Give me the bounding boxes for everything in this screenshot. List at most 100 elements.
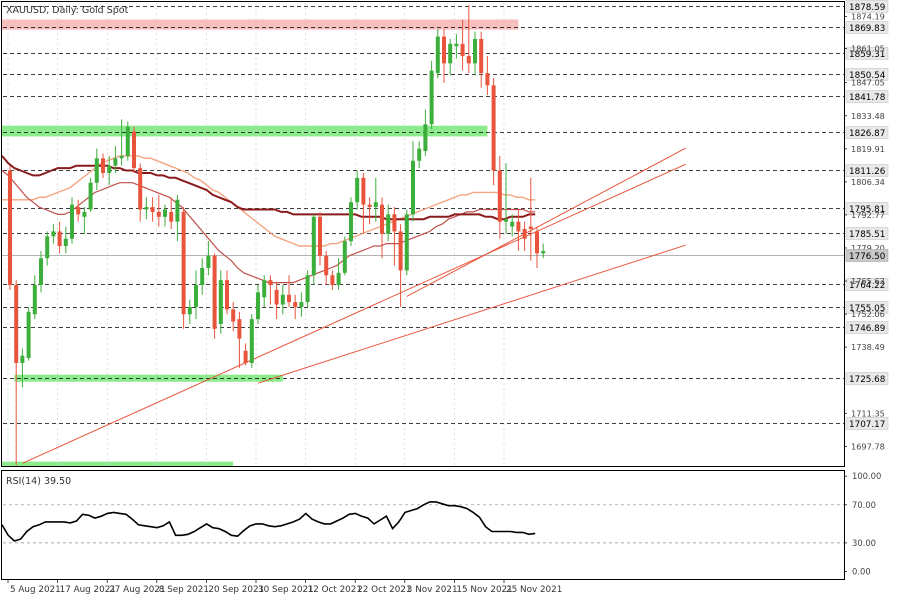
candle-body-2	[20, 355, 25, 363]
candle-body-73	[460, 43, 465, 57]
rsi-tick-label-2: 30.00	[852, 538, 876, 548]
level-label-11: 1746.89	[849, 324, 885, 334]
candle-body-41	[262, 280, 267, 298]
candle-body-71	[448, 43, 453, 64]
level-label-bg-6	[845, 164, 889, 177]
support-zone-2	[14, 374, 283, 382]
level-label-4: 1841.78	[849, 93, 885, 103]
ma-long-line	[1, 155, 536, 221]
levels-layer	[2, 6, 844, 424]
chart-title: XAUUSD, Daily: Gold Spot	[6, 5, 129, 16]
level-label-13: 1707.17	[849, 420, 885, 430]
candle-body-62	[392, 214, 397, 232]
candle-body-72	[454, 43, 459, 47]
candle-body-13	[88, 182, 93, 210]
candle-body-60	[380, 204, 384, 234]
level-label-bg-12	[845, 372, 889, 385]
candle-body-36	[231, 309, 236, 322]
candle-body-23	[150, 207, 155, 212]
candle-body-38	[243, 350, 248, 363]
candle-body-51	[324, 255, 329, 276]
candle-body-17	[113, 158, 118, 166]
candle-body-0	[8, 170, 12, 286]
price-tick-label-6: 1792.77	[851, 210, 885, 220]
x-tick-label-3: 8 Sep 2021	[159, 585, 209, 595]
candle-body-86	[541, 250, 546, 254]
price-panel-frame	[1, 1, 845, 467]
candle-body-5	[39, 258, 43, 286]
candle-body-8	[57, 231, 62, 247]
current-price-label: 1776.50	[849, 252, 886, 262]
candle-body-83	[522, 228, 527, 239]
candle-body-76	[479, 38, 484, 74]
candle-body-6	[45, 236, 50, 259]
support-zone-3	[2, 461, 234, 467]
candle-body-43	[274, 289, 279, 305]
candle-body-19	[125, 126, 130, 156]
candle-body-22	[144, 207, 149, 210]
rsi-tick-label-0: 100.00	[852, 471, 881, 481]
candle-body-21	[138, 168, 143, 210]
rsi-layer	[1, 501, 844, 544]
x-tick-label-6: 12 Oct 2021	[308, 585, 362, 595]
candle-body-69	[435, 36, 440, 74]
candle-body-85	[535, 231, 539, 254]
candle-body-63	[398, 231, 403, 271]
x-tick-label-10: 25 Nov 2021	[506, 585, 562, 595]
candle-body-29	[187, 306, 192, 315]
candle-body-56	[355, 177, 360, 203]
candle-body-58	[367, 204, 372, 208]
level-label-bg-8	[845, 227, 889, 240]
price-tick-label-3: 1833.48	[851, 111, 885, 121]
candle-body-57	[361, 177, 366, 205]
candle-body-25	[163, 209, 167, 217]
candle-body-4	[32, 285, 37, 315]
x-tick-label-8: 3 Nov 2021	[407, 585, 458, 595]
candle-body-39	[249, 319, 254, 363]
candle-body-30	[194, 285, 198, 307]
candle-body-84	[528, 226, 533, 229]
candle-body-35	[225, 280, 229, 310]
candle-body-55	[349, 202, 353, 242]
candle-body-66	[417, 148, 422, 161]
rsi-tick-label-1: 70.00	[852, 500, 876, 510]
level-label-0: 1878.59	[849, 3, 885, 13]
price-tick-label-10: 1738.49	[851, 342, 885, 352]
candle-body-70	[442, 36, 446, 64]
price-tick-label-2: 1847.05	[851, 78, 885, 88]
candle-body-82	[516, 221, 521, 232]
price-tick-label-7: 1779.20	[851, 243, 885, 253]
candle-body-49	[311, 216, 316, 276]
candle-body-81	[510, 221, 515, 227]
candle-body-52	[330, 275, 335, 286]
x-tick-label-5: 30 Sep 2021	[258, 585, 314, 595]
level-label-5: 1826.87	[849, 129, 885, 139]
candle-body-64	[404, 214, 409, 271]
candle-body-78	[491, 85, 496, 171]
level-label-bg-5	[845, 126, 889, 139]
candle-body-65	[411, 160, 415, 215]
level-label-10: 1755.05	[849, 304, 885, 314]
resistance-zone-0	[2, 19, 519, 30]
x-tick-label-9: 15 Nov 2021	[456, 585, 512, 595]
candle-body-12	[82, 211, 87, 217]
level-label-1: 1869.83	[849, 24, 885, 34]
price-tick-label-0: 1874.19	[851, 12, 885, 22]
level-label-9: 1764.22	[849, 281, 885, 291]
candle-body-67	[423, 124, 428, 152]
rsi-panel-frame	[1, 470, 845, 580]
trendline-2	[406, 147, 687, 297]
candle-body-61	[386, 214, 391, 234]
level-label-bg-1	[845, 21, 889, 34]
trendlines-layer	[22, 147, 687, 464]
candle-body-24	[156, 211, 161, 217]
current-price-bg	[845, 249, 889, 262]
x-tick-label-7: 22 Oct 2021	[357, 585, 411, 595]
candle-body-15	[101, 158, 105, 173]
candle-body-34	[218, 280, 223, 324]
rsi-tick-label-3: 0.00	[852, 567, 871, 577]
price-tick-label-9: 1752.06	[851, 309, 885, 319]
level-label-bg-13	[845, 417, 889, 430]
x-tick-label-4: 20 Sep 2021	[208, 585, 264, 595]
candle-body-68	[429, 70, 434, 125]
